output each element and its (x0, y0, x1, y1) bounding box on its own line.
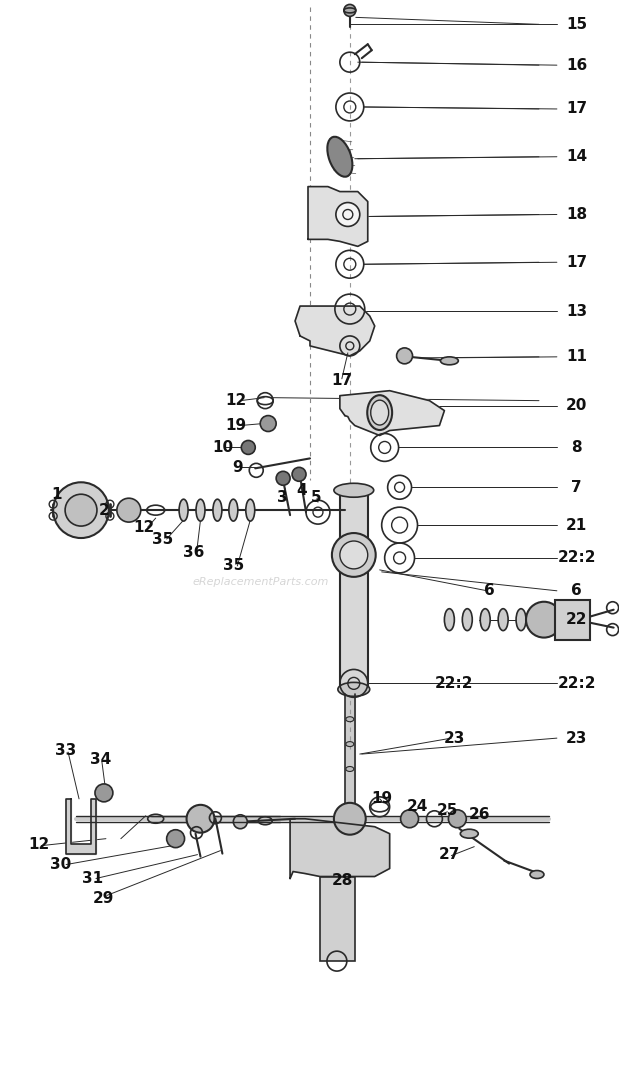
Ellipse shape (346, 767, 354, 771)
Text: 8: 8 (572, 440, 582, 455)
Text: 28: 28 (332, 873, 353, 888)
Text: 1: 1 (51, 487, 61, 502)
Ellipse shape (445, 609, 454, 631)
Text: 2: 2 (99, 503, 109, 517)
Text: 22: 22 (566, 612, 588, 627)
Text: 27: 27 (439, 847, 460, 862)
Text: 18: 18 (566, 207, 587, 222)
Ellipse shape (338, 683, 370, 696)
Text: 35: 35 (223, 559, 244, 574)
Circle shape (95, 784, 113, 802)
Bar (340, 490, 368, 689)
Circle shape (336, 203, 360, 227)
Text: 34: 34 (91, 751, 112, 767)
Polygon shape (295, 306, 374, 356)
Polygon shape (340, 391, 445, 436)
Circle shape (117, 498, 141, 522)
Circle shape (292, 467, 306, 481)
Text: 3: 3 (277, 490, 288, 504)
Text: 35: 35 (152, 531, 173, 547)
Circle shape (526, 602, 562, 637)
Text: 19: 19 (226, 418, 247, 433)
Ellipse shape (530, 870, 544, 879)
Circle shape (53, 482, 109, 538)
Text: 22:2: 22:2 (557, 676, 596, 690)
Ellipse shape (229, 499, 238, 522)
Text: 22:2: 22:2 (557, 550, 596, 565)
Circle shape (187, 805, 215, 833)
Ellipse shape (327, 137, 352, 176)
Ellipse shape (346, 742, 354, 747)
Circle shape (260, 416, 276, 431)
Text: 31: 31 (82, 871, 104, 886)
Text: 5: 5 (311, 490, 321, 504)
Ellipse shape (440, 357, 458, 365)
Text: 6: 6 (484, 584, 495, 598)
Text: 14: 14 (566, 149, 587, 164)
Text: 11: 11 (566, 350, 587, 365)
Circle shape (167, 830, 185, 847)
Ellipse shape (246, 499, 255, 522)
Text: 36: 36 (183, 546, 204, 561)
Text: 24: 24 (407, 799, 428, 815)
Text: 9: 9 (232, 460, 242, 475)
Text: 17: 17 (566, 101, 587, 117)
Circle shape (401, 810, 419, 828)
Text: 23: 23 (566, 731, 588, 746)
Text: 20: 20 (566, 399, 588, 413)
Text: 33: 33 (55, 743, 77, 758)
Text: 4: 4 (297, 482, 308, 498)
Ellipse shape (371, 400, 389, 425)
Circle shape (332, 533, 376, 577)
Ellipse shape (480, 609, 490, 631)
Ellipse shape (516, 609, 526, 631)
Text: 29: 29 (93, 891, 115, 906)
Circle shape (448, 810, 466, 828)
Text: 17: 17 (331, 374, 352, 389)
Text: 10: 10 (212, 440, 233, 455)
Circle shape (276, 472, 290, 486)
Ellipse shape (498, 609, 508, 631)
Ellipse shape (196, 499, 205, 522)
Text: 19: 19 (371, 792, 392, 806)
Ellipse shape (179, 499, 188, 522)
Text: 23: 23 (444, 731, 465, 746)
Text: 30: 30 (50, 857, 72, 872)
Ellipse shape (367, 395, 392, 430)
Polygon shape (66, 799, 96, 854)
Text: 7: 7 (572, 480, 582, 494)
Circle shape (334, 803, 366, 834)
Text: 25: 25 (436, 804, 458, 818)
Text: 12: 12 (29, 837, 50, 853)
Bar (555, 600, 590, 639)
Circle shape (241, 440, 255, 454)
Text: 15: 15 (566, 16, 587, 32)
Bar (320, 877, 355, 962)
Ellipse shape (334, 484, 374, 498)
Text: 21: 21 (566, 517, 587, 533)
Polygon shape (308, 186, 368, 246)
Text: 16: 16 (566, 58, 587, 73)
Ellipse shape (346, 717, 354, 722)
Circle shape (397, 347, 412, 364)
Ellipse shape (460, 829, 478, 839)
Ellipse shape (534, 609, 544, 631)
Circle shape (340, 541, 368, 568)
Text: 6: 6 (572, 584, 582, 598)
Text: 26: 26 (469, 807, 490, 822)
Text: 17: 17 (566, 255, 587, 270)
Ellipse shape (213, 499, 222, 522)
Text: 12: 12 (226, 393, 247, 408)
Text: eReplacementParts.com: eReplacementParts.com (192, 577, 329, 587)
Circle shape (233, 815, 247, 829)
Ellipse shape (463, 609, 472, 631)
Text: 12: 12 (133, 519, 154, 535)
Text: 13: 13 (566, 304, 587, 319)
Circle shape (65, 494, 97, 526)
Circle shape (344, 4, 356, 16)
Text: 22:2: 22:2 (435, 676, 474, 690)
Polygon shape (290, 819, 389, 879)
